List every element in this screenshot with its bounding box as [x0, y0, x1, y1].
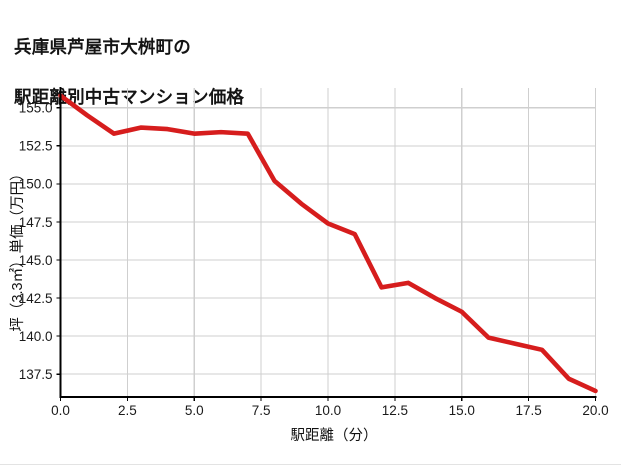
x-tick-label: 5.0	[185, 403, 204, 418]
x-tick-label: 15.0	[449, 403, 475, 418]
x-tick-label: 10.0	[315, 403, 341, 418]
chart-title-line-1: 兵庫県芦屋市大桝町の	[14, 36, 191, 57]
y-tick-label: 155.0	[19, 101, 53, 116]
x-tick-label: 20.0	[582, 403, 608, 418]
y-tick-label: 142.5	[19, 291, 53, 306]
x-tick-label: 0.0	[51, 403, 70, 418]
gridlines-group	[60, 88, 597, 397]
y-tick-label: 150.0	[19, 177, 53, 192]
y-tick-label: 137.5	[19, 367, 53, 382]
x-axis-title: 駅距離（分）	[291, 426, 378, 444]
x-tick-label: 12.5	[382, 403, 408, 418]
y-tick-label: 147.5	[19, 215, 53, 230]
chart-title: 兵庫県芦屋市大桝町の 駅距離別中古マンション価格	[14, 10, 574, 134]
data-series-group	[58, 93, 598, 394]
data-line-series	[58, 93, 598, 394]
y-tick-label: 140.0	[19, 329, 53, 344]
x-tick-label: 2.5	[118, 403, 137, 418]
y-tick-label: 145.0	[19, 253, 53, 268]
y-axis-title: 坪（3.3㎡）単価（万円）	[9, 166, 26, 331]
y-axis-ticks-group: 137.5 140.0 142.5 145.0 147.5 150.0 152.5 155.0	[19, 101, 61, 382]
x-tick-label: 7.5	[252, 403, 271, 418]
y-tick-label: 152.5	[19, 139, 53, 154]
x-axis-ticks-group: 0.0 2.5 5.0 7.5 10.0 12.5 15.0 17.5 20.0	[51, 397, 609, 418]
x-tick-label: 17.5	[515, 403, 541, 418]
